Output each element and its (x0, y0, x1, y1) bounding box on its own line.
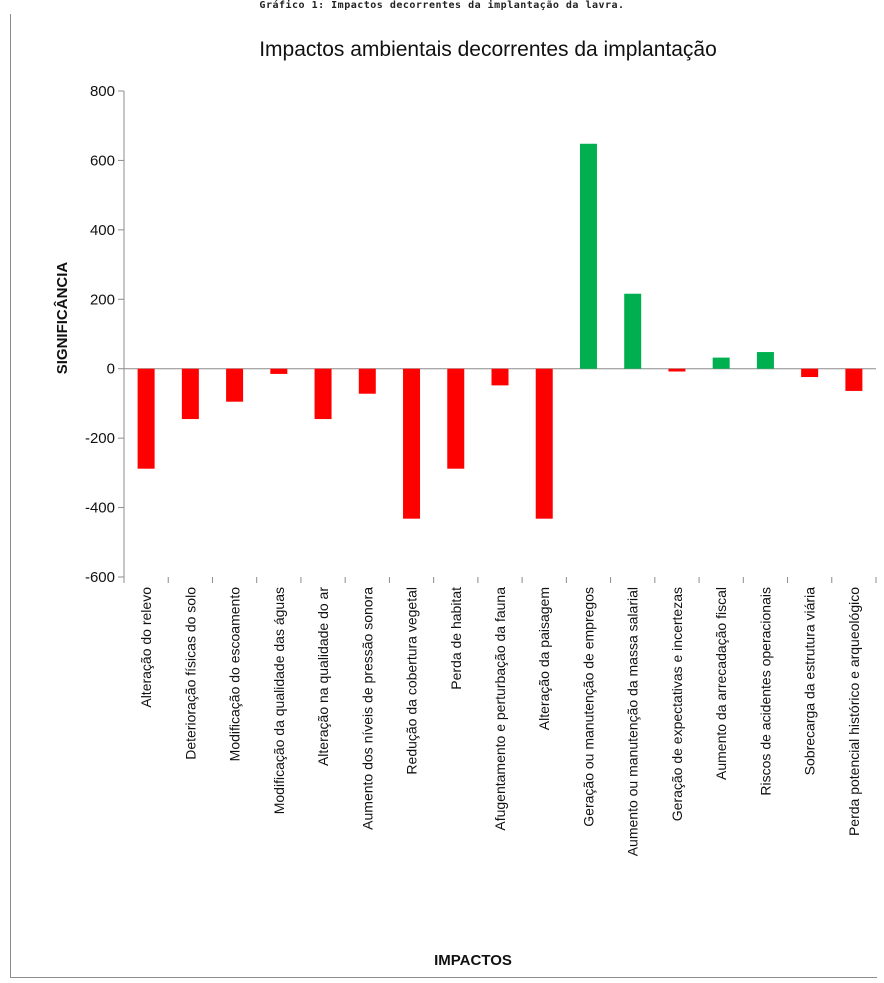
bars-group (137, 143, 863, 519)
x-axis-label: IMPACTOS (434, 952, 512, 969)
bar (579, 143, 597, 369)
x-tick-label: Aumento ou manutenção da massa salarial (625, 587, 641, 856)
bar (270, 368, 288, 374)
x-tick-label: Aumento da arrecadação fiscal (713, 587, 729, 780)
bar (668, 368, 686, 372)
x-tick-label: Sobrecarga da estrutura viária (802, 587, 818, 776)
bar (447, 368, 465, 469)
chart-frame (10, 14, 877, 978)
x-tick-label: Alteração do relevo (138, 587, 154, 708)
bar (137, 368, 155, 469)
x-tick-label: Geração ou manutenção de empregos (580, 587, 596, 827)
x-tick-label: Perda potencial histórico e arqueológico (846, 587, 862, 836)
x-tick-label: Alteração na qualidade do ar (315, 587, 331, 766)
bar (801, 368, 819, 378)
bar (403, 368, 421, 519)
axes (118, 90, 877, 583)
bar (624, 293, 642, 369)
bar (491, 368, 509, 386)
y-tick-label: 0 (107, 361, 115, 378)
y-tick-label: -400 (85, 500, 115, 517)
y-tick-label: -200 (85, 430, 115, 447)
bar (314, 368, 332, 420)
bar (712, 357, 730, 369)
x-tick-label: Deterioração físicas do solo (182, 587, 198, 760)
y-tick-label: 200 (90, 291, 115, 308)
tick-labels-group: 800 600 400 200 0 -200 -400 -600 Alteração do re… (85, 83, 862, 856)
x-tick-label: Alteração da paisagem (536, 587, 552, 730)
chart-title: Impactos ambientais decorrentes da impla… (259, 38, 717, 61)
x-tick-label: Modificação do escoamento (227, 587, 243, 762)
y-tick-label: 600 (90, 152, 115, 169)
x-tick-label: Afugentamento e perturbação da fauna (492, 587, 508, 831)
figure-caption: Gráfico 1: Impactos decorrentes da impla… (259, 0, 625, 11)
bar (845, 368, 863, 391)
y-tick-label: -600 (85, 569, 115, 586)
x-tick-label: Aumento dos níveis de pressão sonora (359, 587, 375, 830)
bar (535, 368, 553, 519)
x-tick-label: Riscos de acidentes operacionais (757, 587, 773, 796)
y-tick-label: 400 (90, 222, 115, 239)
y-axis-label: SIGNIFICÂNCIA (53, 262, 71, 375)
x-tick-label: Geração de expectativas e incertezas (669, 587, 685, 821)
bar (358, 368, 376, 394)
bar (181, 368, 199, 420)
bar (226, 368, 244, 402)
bar (756, 352, 774, 369)
x-tick-label: Modificação da qualidade das águas (271, 587, 287, 814)
y-tick-label: 800 (90, 83, 115, 100)
x-tick-label: Redução da cobertura vegetal (404, 587, 420, 775)
x-tick-label: Perda de habitat (448, 587, 464, 690)
